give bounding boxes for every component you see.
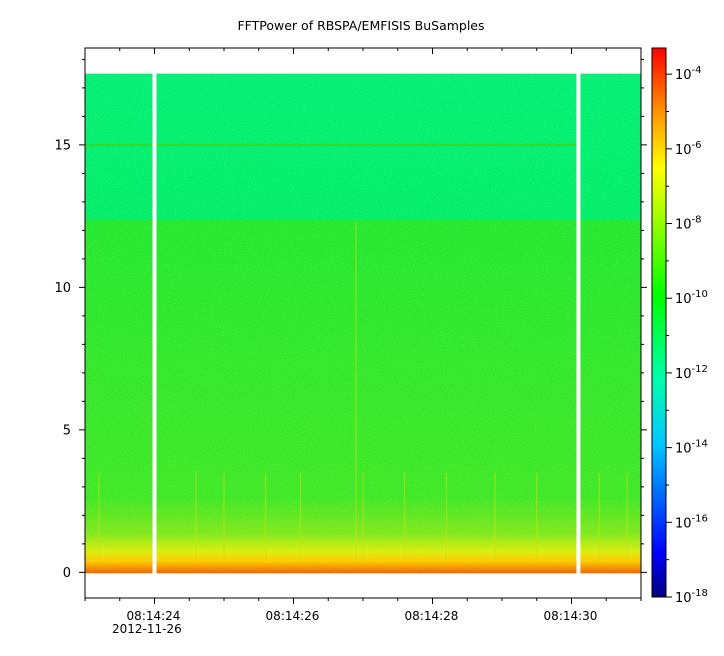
y-tick-label-5: 5 (63, 423, 71, 438)
colorbar-tick-label-8: 10-18 (675, 588, 708, 606)
spectrogram-streaks (98, 221, 628, 561)
x-tick-label-2: 08:14:26 (266, 609, 320, 623)
colorbar-tick-label-3: 10-8 (675, 215, 702, 233)
x-tick-label-1: 08:14:24 (127, 609, 181, 623)
plot-area (84, 47, 642, 599)
colorbar-tick-base: 10 (675, 68, 692, 83)
colorbar-tick-base: 10 (675, 218, 692, 233)
colorbar-frame (651, 47, 667, 598)
chart-title: FFTPower of RBSPA/EMFISIS BuSamples (237, 18, 484, 33)
colorbar-tick-base: 10 (675, 292, 692, 307)
colorbar-tick-exponent: -12 (692, 364, 708, 375)
colorbar-tick-exponent: -4 (692, 65, 702, 76)
y-axis: 0 5 10 15 (54, 58, 647, 581)
y-tick-label-10: 10 (54, 281, 71, 296)
colorbar-tick-base: 10 (675, 442, 692, 457)
data-gap-2 (576, 72, 581, 575)
colorbar-fill (652, 48, 666, 597)
y-tick-label-15: 15 (54, 138, 71, 153)
colorbar-tick-exponent: -14 (692, 439, 708, 450)
colorbar-tick-label-4: 10-10 (675, 289, 708, 307)
colorbar-tick-base: 10 (675, 591, 692, 606)
colorbar-tick-label-7: 10-16 (675, 513, 708, 531)
colorbar-tick-exponent: -10 (692, 289, 708, 300)
y-tick-label-0: 0 (63, 566, 71, 581)
colorbar-tick-exponent: -8 (692, 215, 702, 226)
colorbar-tick-base: 10 (675, 516, 692, 531)
colorbar-tick-exponent: -6 (692, 140, 702, 151)
colorbar-tick-exponent: -18 (692, 588, 708, 599)
data-gap-1 (152, 72, 157, 575)
colorbar-tick-label-2: 10-6 (675, 140, 702, 158)
x-date-label: 2012-11-26 (112, 622, 182, 636)
colorbar-tick-label-1: 10-4 (675, 65, 702, 83)
colorbar-tick-base: 10 (675, 367, 692, 382)
x-tick-label-4: 08:14:30 (544, 609, 598, 623)
x-tick-label-3: 08:14:28 (405, 609, 459, 623)
colorbar-tick-label-6: 10-14 (675, 439, 708, 457)
colorbar-tick-base: 10 (675, 143, 692, 158)
colorbar-tick-label-5: 10-12 (675, 364, 708, 382)
x-axis: 08:14:24 08:14:26 08:14:28 08:14:30 (84, 48, 642, 623)
colorbar-tick-exponent: -16 (692, 513, 708, 524)
